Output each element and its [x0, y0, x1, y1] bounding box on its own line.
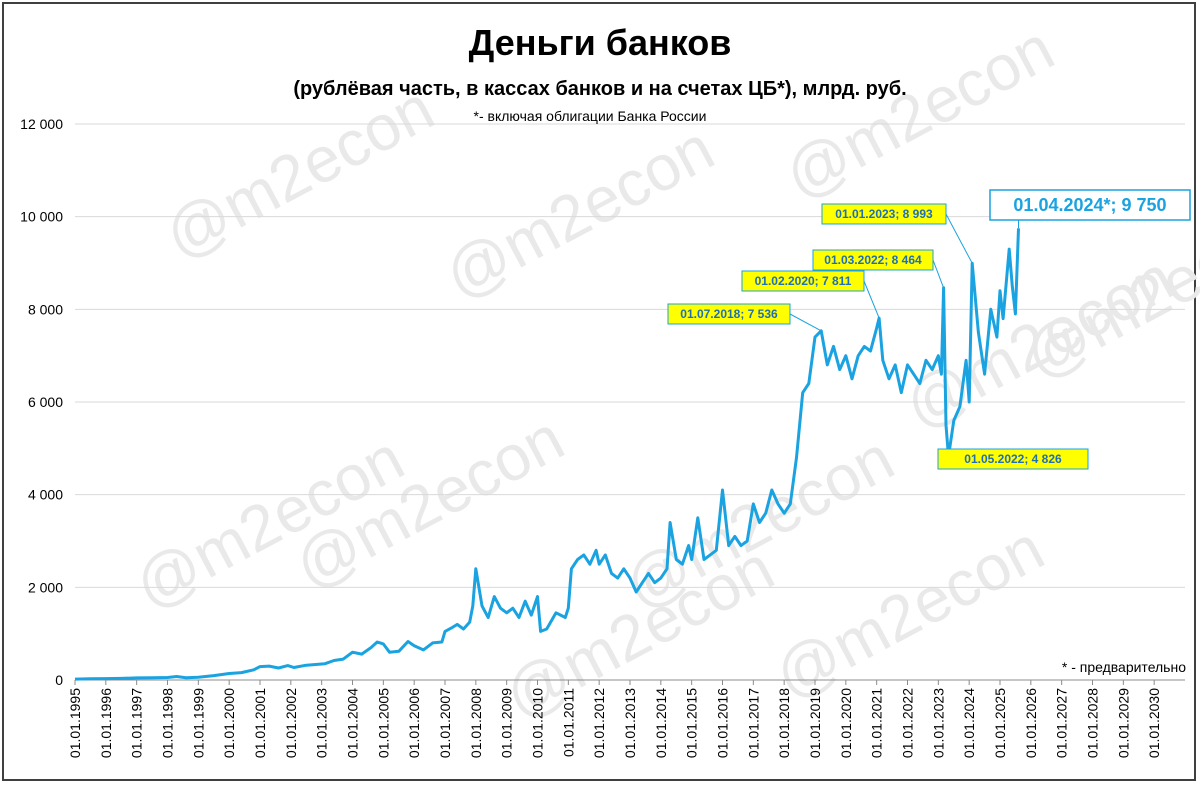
x-tick-label: 01.01.1996 [98, 688, 114, 758]
callout-box [989, 189, 1191, 221]
x-tick-label: 01.01.2011 [560, 688, 576, 757]
x-tick-label: 01.01.2006 [406, 688, 422, 758]
callout-box [937, 448, 1089, 470]
y-tick-label: 10 000 [20, 209, 63, 225]
bottom-note: * - предварительно [1062, 659, 1186, 675]
callout-leader [863, 280, 880, 319]
x-axis: 01.01.1995 01.01.1996 01.01.1997 01.01.1998… [67, 680, 1162, 758]
callout-leader [945, 213, 973, 264]
x-tick-label: 01.01.2018 [776, 688, 792, 758]
x-tick-label: 01.01.2024 [961, 688, 977, 758]
callout-box [821, 203, 947, 225]
y-tick-label: 6 000 [28, 394, 63, 410]
series-layer [74, 228, 1020, 681]
x-tick-label: 01.01.2001 [252, 688, 268, 758]
callout-label: 01.01.2023; 8 993 [835, 207, 933, 221]
y-tick-label: 2 000 [28, 579, 63, 595]
x-tick-label: 01.01.2019 [807, 688, 823, 758]
watermark-text: @m2econ [433, 111, 725, 312]
x-tick-label: 01.01.2010 [530, 688, 546, 758]
top-note: *- включая облигации Банка России [474, 108, 707, 124]
x-tick-label: 01.01.2007 [437, 688, 453, 758]
watermark-text: @m2econ [763, 511, 1055, 712]
x-tick-label: 01.01.2030 [1146, 688, 1162, 758]
callout-label: 01.03.2022; 8 464 [824, 253, 922, 267]
x-tick-label: 01.01.2004 [345, 688, 361, 758]
callout-box [812, 249, 934, 271]
x-tick-label: 01.01.2003 [314, 688, 330, 758]
x-tick-label: 01.01.2029 [1115, 688, 1131, 758]
callout-label: 01.02.2020; 7 811 [755, 274, 852, 288]
chart-title: Деньги банков [469, 22, 732, 63]
x-tick-label: 01.01.2027 [1054, 688, 1070, 758]
series-line [74, 228, 1020, 681]
watermark-text: @m2econ [1013, 191, 1200, 392]
x-tick-label: 01.01.2000 [221, 688, 237, 758]
x-tick-label: 01.01.1999 [190, 688, 206, 758]
callout-label: 01.04.2024*; 9 750 [1013, 195, 1166, 215]
x-tick-label: 01.01.2008 [468, 688, 484, 758]
x-tick-label: 01.01.2015 [684, 688, 700, 758]
annotation-layer: 01.07.2018; 7 536 01.02.2020; 7 811 01.03.… [667, 189, 1191, 470]
x-tick-label: 01.01.1998 [160, 688, 176, 758]
x-tick-label: 01.01.2017 [745, 688, 761, 758]
watermark-text: @m2econ [153, 71, 445, 272]
chart-subtitle: (рублёвая часть, в кассах банков и на сч… [293, 78, 906, 100]
x-tick-label: 01.01.1995 [67, 688, 83, 758]
y-tick-label: 12 000 [20, 116, 63, 132]
x-tick-label: 01.01.2005 [375, 688, 391, 758]
y-tick-label: 4 000 [28, 487, 63, 503]
x-tick-label: 01.01.2009 [499, 688, 515, 758]
y-tick-label: 8 000 [28, 301, 63, 317]
x-tick-label: 01.01.2021 [869, 688, 885, 758]
x-tick-label: 01.01.2002 [283, 688, 299, 758]
x-tick-label: 01.01.2022 [900, 688, 916, 758]
y-tick-label: 0 [55, 672, 63, 688]
callout-label: 01.07.2018; 7 536 [680, 307, 778, 321]
callout-box [667, 303, 791, 325]
x-tick-label: 01.01.2014 [653, 688, 669, 758]
x-tick-label: 01.01.2023 [930, 688, 946, 758]
callout-leader [932, 259, 945, 289]
callout-box [741, 270, 865, 292]
x-tick-label: 01.01.2028 [1085, 688, 1101, 758]
y-axis: 0 2 000 4 000 6 000 8 000 10 000 12 000 [20, 116, 63, 688]
x-tick-label: 01.01.1997 [129, 688, 145, 758]
x-tick-label: 01.01.2026 [1023, 688, 1039, 758]
x-tick-label: 01.01.2020 [838, 688, 854, 758]
callout-label: 01.05.2022; 4 826 [964, 452, 1062, 466]
x-tick-label: 01.01.2016 [715, 688, 731, 758]
watermark-text: @m2econ [773, 11, 1065, 212]
callout-leader [789, 313, 822, 332]
x-tick-label: 01.01.2012 [591, 688, 607, 758]
x-tick-label: 01.01.2025 [992, 688, 1008, 758]
x-tick-label: 01.01.2013 [622, 688, 638, 758]
